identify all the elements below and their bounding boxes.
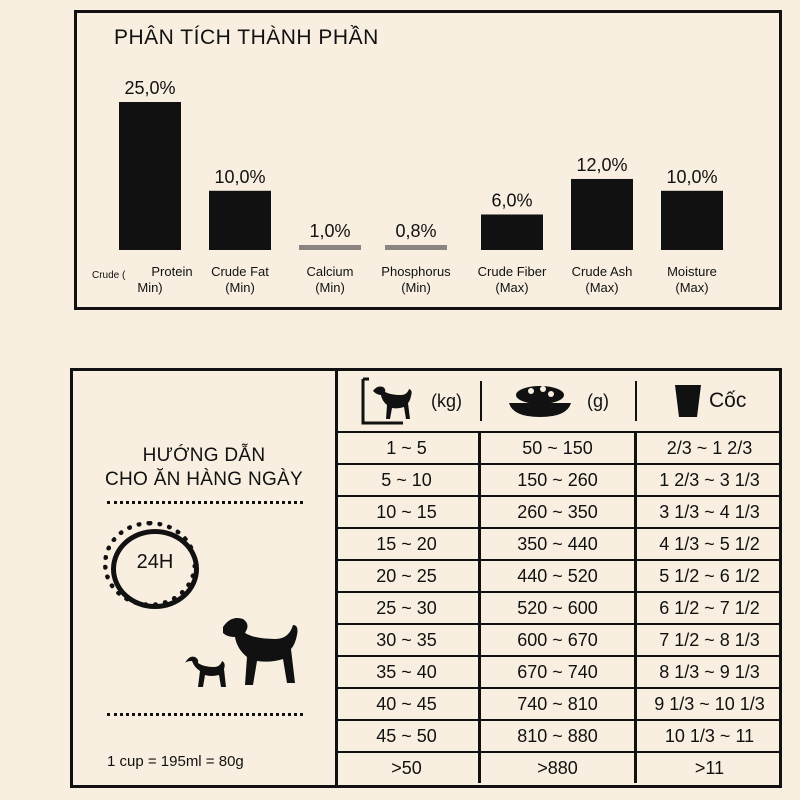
cup-icon — [675, 385, 701, 417]
category-label: Protein — [151, 264, 192, 279]
food-bowl-icon — [509, 386, 571, 417]
table-row: 5 ~ 10 150 ~ 260 1 2/3 ~ 3 1/3 — [335, 463, 782, 496]
chart-title: PHÂN TÍCH THÀNH PHẦN — [114, 26, 379, 49]
weight-cell: 20 ~ 25 — [335, 559, 480, 592]
bar-value-label: 10,0% — [214, 167, 265, 187]
category-label: (Min) — [225, 280, 255, 295]
weight-cell: 5 ~ 10 — [335, 463, 480, 496]
category-label: Crude ( — [92, 270, 126, 281]
grams-cell: 740 ~ 810 — [478, 687, 636, 720]
category-label: Phosphorus — [381, 264, 451, 279]
divider — [107, 501, 303, 504]
bar — [119, 102, 181, 250]
category-label: Crude Fat — [211, 264, 269, 279]
grams-cell: >880 — [478, 751, 636, 783]
table-row: 35 ~ 40 670 ~ 740 8 1/3 ~ 9 1/3 — [335, 655, 782, 688]
cups-cell: 9 1/3 ~ 10 1/3 — [634, 687, 782, 720]
guide-sidebar: HƯỚNG DẪN CHO ĂN HÀNG NGÀY 24H 1 cup = 1… — [73, 371, 338, 785]
table-row: 20 ~ 25 440 ~ 520 5 1/2 ~ 6 1/2 — [335, 559, 782, 592]
bar — [385, 245, 447, 250]
cups-cell: 2/3 ~ 1 2/3 — [634, 431, 782, 464]
nutrition-chart-panel — [74, 10, 782, 310]
cups-cell: 3 1/3 ~ 4 1/3 — [634, 495, 782, 528]
weight-cell: 1 ~ 5 — [335, 431, 480, 464]
category-label: Crude Ash — [572, 264, 633, 279]
bar — [571, 178, 633, 250]
category-label: (Max) — [675, 280, 708, 295]
feeding-table: 1 ~ 5 50 ~ 150 2/3 ~ 1 2/3 5 ~ 10 150 ~ 260 1… — [335, 431, 782, 783]
grams-cell: 520 ~ 600 — [478, 591, 636, 624]
cup-label: Cốc — [709, 389, 747, 412]
food-unit-label: (g) — [587, 391, 609, 411]
cups-cell: 10 1/3 ~ 11 — [634, 719, 782, 752]
weight-cell: 40 ~ 45 — [335, 687, 480, 720]
weight-cell: >50 — [335, 751, 480, 783]
cups-cell: 1 2/3 ~ 3 1/3 — [634, 463, 782, 496]
category-label: Min) — [137, 280, 162, 295]
cup-conversion-note: 1 cup = 195ml = 80g — [107, 753, 244, 770]
weight-unit-label: (kg) — [431, 391, 462, 411]
grams-cell: 50 ~ 150 — [478, 431, 636, 464]
table-row: 15 ~ 20 350 ~ 440 4 1/3 ~ 5 1/2 — [335, 527, 782, 560]
bar-value-label: 10,0% — [666, 167, 717, 187]
cups-cell: 7 1/2 ~ 8 1/3 — [634, 623, 782, 656]
cups-cell: >11 — [634, 751, 782, 783]
table-row: 10 ~ 15 260 ~ 350 3 1/3 ~ 4 1/3 — [335, 495, 782, 528]
bar-value-label: 25,0% — [124, 78, 175, 98]
feeding-guide-panel: HƯỚNG DẪN CHO ĂN HÀNG NGÀY 24H 1 cup = 1… — [70, 368, 782, 788]
grams-cell: 440 ~ 520 — [478, 559, 636, 592]
category-label: (Max) — [495, 280, 528, 295]
weight-cell: 15 ~ 20 — [335, 527, 480, 560]
bar-value-label: 0,8% — [395, 221, 436, 241]
bar-value-label: 12,0% — [576, 155, 627, 175]
category-label: Crude Fiber — [478, 264, 547, 279]
dog-scale-icon — [361, 377, 412, 425]
bar — [299, 245, 361, 250]
weight-cell: 10 ~ 15 — [335, 495, 480, 528]
category-label: (Min) — [401, 280, 431, 295]
grams-cell: 260 ~ 350 — [478, 495, 636, 528]
grams-cell: 600 ~ 670 — [478, 623, 636, 656]
cups-cell: 6 1/2 ~ 7 1/2 — [634, 591, 782, 624]
bar-value-label: 1,0% — [309, 221, 350, 241]
table-row: 45 ~ 50 810 ~ 880 10 1/3 ~ 11 — [335, 719, 782, 752]
cups-cell: 5 1/2 ~ 6 1/2 — [634, 559, 782, 592]
cups-cell: 8 1/3 ~ 9 1/3 — [634, 655, 782, 688]
table-row: 40 ~ 45 740 ~ 810 9 1/3 ~ 10 1/3 — [335, 687, 782, 720]
guide-title-line2: CHO ĂN HÀNG NGÀY — [105, 469, 303, 490]
guide-title-line1: HƯỚNG DẪN — [142, 445, 266, 466]
bar-value-label: 6,0% — [491, 190, 532, 210]
bar — [481, 214, 543, 250]
dogs-icon — [185, 618, 298, 687]
category-label: Moisture — [667, 264, 717, 279]
grams-cell: 150 ~ 260 — [478, 463, 636, 496]
weight-cell: 45 ~ 50 — [335, 719, 480, 752]
table-header: (kg) (g) Cốc — [335, 371, 782, 431]
category-label: (Min) — [315, 280, 345, 295]
table-row: 25 ~ 30 520 ~ 600 6 1/2 ~ 7 1/2 — [335, 591, 782, 624]
clock-label: 24H — [136, 551, 174, 573]
divider — [107, 713, 303, 716]
grams-cell: 670 ~ 740 — [478, 655, 636, 688]
grams-cell: 350 ~ 440 — [478, 527, 636, 560]
grams-cell: 810 ~ 880 — [478, 719, 636, 752]
bar — [209, 190, 271, 250]
weight-cell: 25 ~ 30 — [335, 591, 480, 624]
cups-cell: 4 1/3 ~ 5 1/2 — [634, 527, 782, 560]
table-row: >50 >880 >11 — [335, 751, 782, 783]
category-label: (Max) — [585, 280, 618, 295]
weight-cell: 35 ~ 40 — [335, 655, 480, 688]
category-label: Calcium — [307, 264, 354, 279]
bar — [661, 190, 723, 250]
weight-cell: 30 ~ 35 — [335, 623, 480, 656]
clock-face — [111, 529, 199, 609]
table-row: 1 ~ 5 50 ~ 150 2/3 ~ 1 2/3 — [335, 431, 782, 464]
table-row: 30 ~ 35 600 ~ 670 7 1/2 ~ 8 1/3 — [335, 623, 782, 656]
